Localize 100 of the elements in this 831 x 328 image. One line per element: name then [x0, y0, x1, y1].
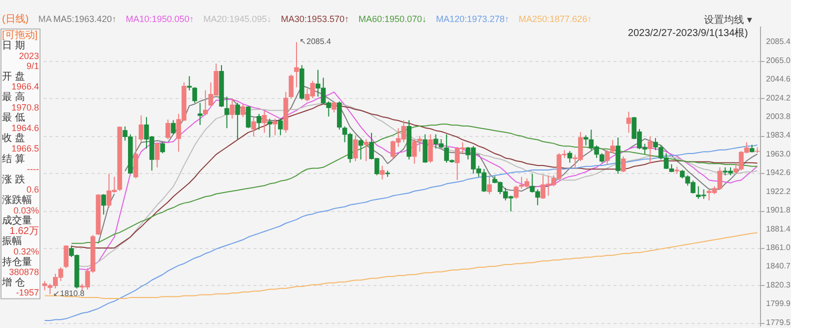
annotation: ↖2085.4	[300, 37, 332, 46]
candlestick	[353, 134, 358, 162]
candlestick	[600, 152, 604, 164]
text: MA250:1877.626↑	[518, 14, 592, 24]
y-tick-label: 2085.4	[766, 37, 792, 46]
text: MA30:1953.570↑	[280, 14, 349, 24]
y-tick-label: 2024.2	[766, 93, 792, 102]
text: MA5:1963.420↑	[53, 14, 116, 24]
text: 持仓量	[2, 256, 32, 268]
candlestick	[256, 113, 262, 130]
text: 1970.8	[11, 102, 39, 112]
text: [可拖动]	[2, 29, 38, 42]
y-tick-label: 1861.0	[766, 243, 792, 252]
candlestick	[160, 142, 165, 154]
candlestick	[604, 150, 610, 165]
text: 涨 跌	[2, 173, 25, 186]
text: 成交量	[2, 214, 32, 227]
text: 0.03%	[13, 205, 39, 216]
text: 最 低	[2, 112, 25, 124]
text: 380878	[8, 267, 39, 278]
y-tick-label: 1942.6	[766, 168, 792, 178]
candlestick	[620, 156, 626, 173]
candlestick	[514, 185, 519, 200]
text: 增 仓	[1, 276, 25, 288]
y-tick-label: 2065.0	[766, 56, 792, 65]
candlestick	[380, 165, 385, 180]
text: 收 盘	[2, 132, 25, 144]
candlestick	[64, 244, 69, 269]
text: 开 盘	[2, 70, 25, 82]
candlestick	[648, 136, 653, 164]
candlestick	[230, 98, 235, 120]
text: 1.62万	[10, 226, 39, 237]
line-series	[44, 232, 758, 299]
text: ----	[27, 164, 39, 174]
candlestick	[428, 134, 433, 164]
text: 日 期	[2, 39, 25, 52]
candlestick	[487, 174, 492, 195]
candlestick	[246, 106, 251, 129]
candlestick	[192, 86, 198, 104]
candlestick	[358, 138, 364, 160]
text: -1957	[16, 288, 39, 298]
text: 1966.4	[11, 82, 39, 92]
y-tick-label: 1983.4	[766, 130, 792, 140]
candlestick	[332, 100, 336, 113]
text: 1966.5	[11, 143, 39, 154]
y-tick-label: 2044.6	[766, 74, 792, 84]
text: 设置均线 ▾	[704, 14, 752, 26]
candlestick	[235, 102, 240, 140]
candlestick	[610, 140, 616, 154]
text: 最 高	[2, 90, 25, 103]
candlestick	[166, 119, 170, 140]
candlestick	[224, 96, 230, 129]
y-tick-label: 1820.3	[766, 280, 792, 290]
text: MA60:1950.070↓	[358, 14, 427, 24]
candlestick	[422, 134, 428, 164]
candlestick	[272, 118, 278, 136]
text: 振幅	[2, 235, 22, 248]
candlestick	[294, 42, 299, 88]
text: (日线)	[2, 13, 29, 25]
candlestick	[412, 138, 417, 164]
y-tick-label: 1799.9	[766, 299, 792, 308]
candlestick	[133, 135, 138, 179]
candlestick	[626, 111, 632, 134]
line-series	[70, 124, 758, 244]
candlestick	[138, 114, 144, 143]
text: 0.6	[26, 184, 39, 195]
text: 9/1	[26, 61, 39, 72]
text: MA	[38, 14, 52, 24]
y-tick-label: 2003.8	[766, 112, 792, 122]
y-tick-label: 1901.8	[766, 206, 792, 215]
annotation: 2023/2/27-2023/9/1(134根)	[628, 27, 748, 39]
y-tick-label: 1881.4	[766, 224, 792, 234]
candlestick	[364, 138, 369, 162]
candlestick	[203, 90, 208, 116]
candlestick	[267, 118, 272, 138]
candlestick	[198, 102, 202, 126]
annotation: ↙1810.8	[53, 289, 86, 298]
y-tick-label: 1922.2	[766, 186, 792, 196]
candlestick	[101, 194, 106, 216]
candlestick	[262, 110, 267, 134]
candlestick	[170, 120, 176, 135]
text: 涨跌幅	[2, 194, 32, 206]
candlestick	[567, 150, 572, 164]
candlestick	[583, 134, 588, 146]
candlestick	[240, 104, 246, 118]
candlestick	[154, 142, 160, 168]
text: MA120:1973.278↑	[436, 14, 510, 24]
y-tick-label: 1963.0	[766, 149, 792, 158]
text: 0.32%	[13, 246, 39, 256]
text: 2023	[18, 50, 39, 61]
text: MA10:1950.050↑	[126, 14, 194, 24]
candlestick	[288, 74, 294, 99]
text: 1964.6	[11, 122, 39, 133]
candlestick	[417, 135, 422, 152]
candlestick	[251, 116, 256, 138]
y-tick-label: 1779.5	[766, 318, 792, 327]
candlestick	[278, 118, 283, 136]
line-series	[44, 144, 758, 321]
text: 结 算	[2, 152, 25, 165]
candlestick	[186, 76, 192, 91]
